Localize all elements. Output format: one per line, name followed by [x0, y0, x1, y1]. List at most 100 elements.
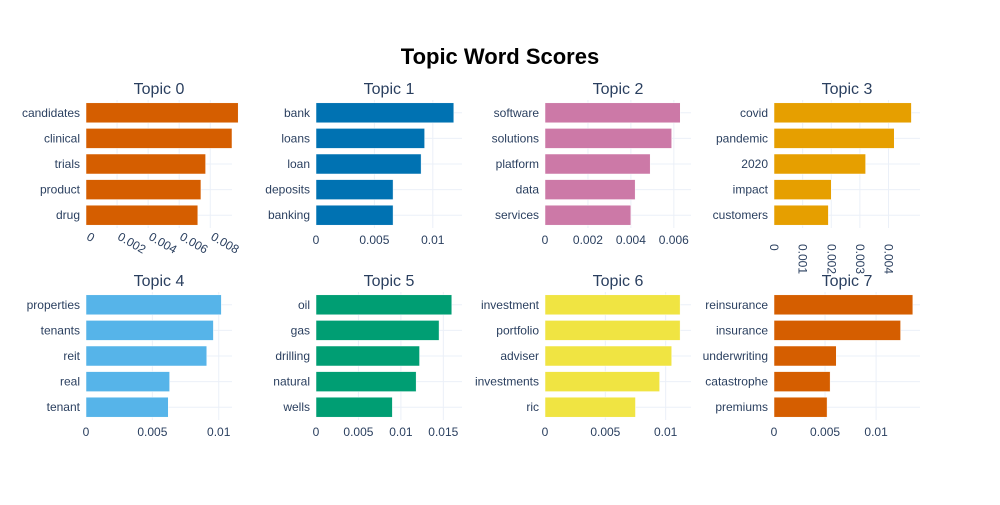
topic-panel-2: Topic 2 software solutions platform data serv… — [492, 81, 691, 247]
category-label: gas — [291, 323, 310, 337]
x-tick-label: 0.006 — [659, 233, 689, 247]
category-label: tenant — [47, 400, 81, 414]
panel-title: Topic 3 — [822, 81, 873, 98]
category-label: services — [495, 208, 539, 222]
x-tick-label: 0.002 — [115, 229, 148, 256]
bar — [315, 320, 440, 341]
bar — [773, 320, 901, 341]
bar — [773, 128, 895, 149]
category-label: underwriting — [703, 349, 768, 363]
bar — [773, 153, 866, 175]
panel-title: Topic 2 — [593, 81, 644, 98]
x-tick-label: 0.003 — [853, 244, 867, 274]
x-tick-label: 0.004 — [616, 233, 646, 247]
x-tick-label: 0 — [83, 425, 90, 439]
bar — [544, 396, 636, 418]
topic-panel-0: Topic 0 candidates clinical trials product dr… — [22, 81, 242, 257]
bar — [85, 204, 199, 226]
category-label: impact — [733, 183, 769, 197]
category-label: loan — [287, 157, 310, 171]
x-tick-label: 0.005 — [343, 425, 373, 439]
bar — [315, 153, 422, 175]
bar — [315, 102, 455, 124]
bar — [773, 396, 828, 418]
category-label: adviser — [500, 349, 539, 363]
category-label: data — [516, 183, 540, 197]
topic-panel-3: Topic 3 covid pandemic 2020 impact customers 0… — [713, 81, 920, 274]
bar — [315, 371, 417, 392]
bar — [773, 371, 831, 392]
x-tick-label: 0.005 — [137, 425, 167, 439]
chart-title: Topic Word Scores — [401, 44, 599, 69]
x-tick-label: 0.015 — [428, 425, 458, 439]
category-label: banking — [268, 208, 310, 222]
bar — [315, 396, 393, 418]
category-label: tenants — [41, 323, 80, 337]
category-label: software — [494, 106, 540, 120]
bar — [773, 102, 912, 124]
bar — [315, 345, 420, 367]
bar — [315, 294, 453, 316]
x-tick-label: 0.006 — [177, 229, 210, 256]
topic-panel-7: Topic 7 reinsurance insurance underwriting c… — [703, 273, 920, 439]
bar — [544, 128, 672, 149]
x-tick-label: 0.004 — [146, 229, 179, 256]
bar — [85, 153, 206, 175]
x-tick-label: 0.01 — [389, 425, 413, 439]
x-tick-label: 0.005 — [810, 425, 840, 439]
category-label: portfolio — [496, 323, 539, 337]
panel-title: Topic 1 — [364, 81, 415, 98]
bar — [773, 204, 829, 226]
bar — [544, 345, 672, 367]
category-label: drilling — [275, 349, 310, 363]
x-tick-label: 0.004 — [882, 244, 896, 274]
category-label: investment — [481, 298, 540, 312]
panel-title: Topic 5 — [364, 273, 415, 290]
x-tick-label: 0.01 — [654, 425, 678, 439]
x-tick-label: 0.01 — [421, 233, 445, 247]
category-label: deposits — [265, 183, 310, 197]
category-label: 2020 — [741, 157, 768, 171]
category-label: product — [40, 183, 81, 197]
bar — [773, 179, 832, 200]
panel-title: Topic 6 — [593, 273, 644, 290]
bar — [85, 371, 170, 392]
bar — [85, 294, 222, 316]
category-label: trials — [55, 157, 80, 171]
bar — [544, 320, 681, 341]
bar — [773, 345, 837, 367]
category-label: covid — [740, 106, 768, 120]
category-label: investments — [475, 375, 539, 389]
category-label: customers — [713, 208, 768, 222]
x-tick-label: 0.002 — [573, 233, 603, 247]
panel-title: Topic 4 — [134, 273, 185, 290]
bar — [315, 204, 394, 226]
category-label: wells — [282, 400, 310, 414]
x-tick-label: 0.005 — [359, 233, 389, 247]
x-tick-label: 0.008 — [208, 229, 241, 256]
category-label: natural — [273, 375, 310, 389]
category-label: solutions — [492, 131, 539, 145]
bar — [315, 179, 394, 200]
bar — [85, 128, 233, 149]
category-label: reit — [63, 349, 80, 363]
x-tick-label: 0.01 — [864, 425, 888, 439]
bar — [315, 128, 425, 149]
x-tick-label: 0.005 — [590, 425, 620, 439]
category-label: clinical — [44, 131, 80, 145]
x-tick-label: 0.001 — [796, 244, 810, 274]
bar — [85, 179, 202, 200]
x-tick-label: 0.002 — [824, 244, 838, 274]
x-tick-label: 0.01 — [207, 425, 231, 439]
x-tick-label: 0 — [767, 244, 781, 251]
panel-title: Topic 7 — [822, 273, 873, 290]
category-label: reinsurance — [705, 298, 768, 312]
x-tick-label: 0 — [771, 425, 778, 439]
category-label: ric — [526, 400, 539, 414]
category-label: oil — [298, 298, 310, 312]
x-tick-label: 0 — [542, 425, 549, 439]
